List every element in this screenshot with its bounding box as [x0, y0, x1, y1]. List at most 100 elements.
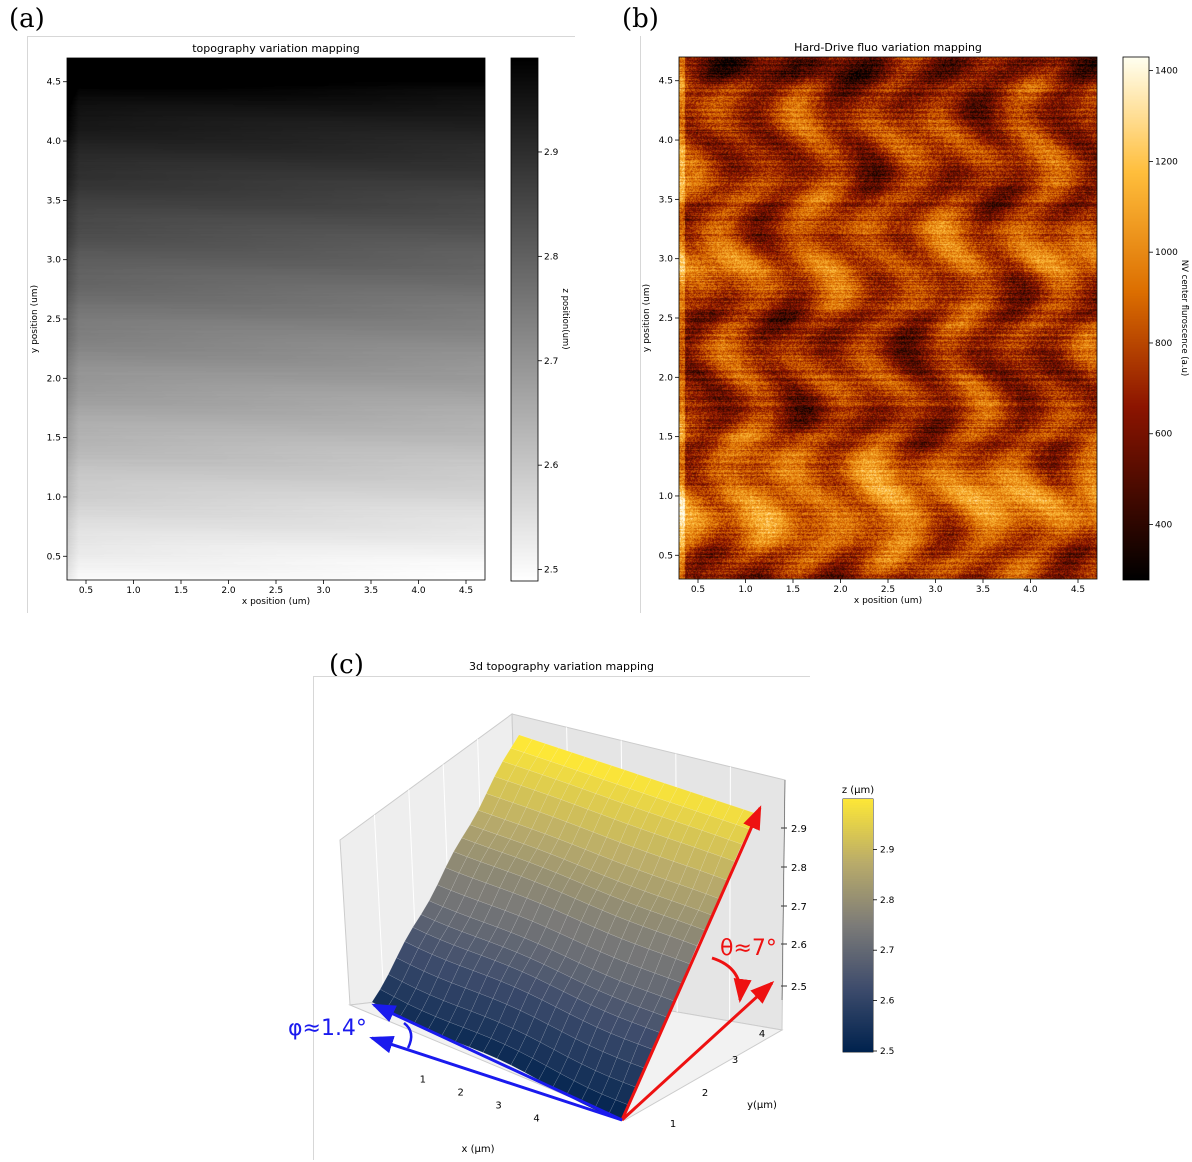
y-tick-label: 3	[732, 1055, 738, 1066]
theta-arrow-base	[620, 980, 775, 1122]
x-tick-label: 2.5	[269, 586, 283, 596]
panel-c-top-line	[313, 676, 810, 677]
panel-label-a: (a)	[9, 4, 45, 34]
y-tick-label: 2.0	[47, 374, 62, 384]
x-tick-label: 1.0	[126, 586, 141, 596]
x-tick-label: 2.0	[833, 585, 848, 595]
colorbar-tick-label: 2.7	[880, 946, 894, 956]
chart-a-title: topography variation mapping	[192, 42, 360, 55]
z-tick-label: 2.7	[791, 902, 807, 913]
chart-a-colorbar	[511, 58, 538, 581]
x-axis-label: x position (um)	[242, 597, 310, 607]
y-tick-label: 1.5	[659, 433, 673, 443]
chart-a-heatmap	[67, 58, 485, 580]
y-tick-label: 4.0	[47, 137, 62, 147]
colorbar-label: z position(um)	[560, 288, 570, 349]
theta-annotation: θ≈7°	[720, 936, 777, 961]
phi-arrow-base	[369, 1035, 623, 1122]
x-tick-label: 1.0	[738, 585, 753, 595]
z-tick-label: 2.5	[791, 982, 807, 993]
y-axis-label: y(μm)	[747, 1100, 777, 1111]
theta-arrow-slope	[620, 805, 762, 1121]
x-tick-label: 4.0	[1023, 585, 1038, 595]
chart-c-colorbar	[843, 799, 873, 1052]
x-axis-label: x (μm)	[461, 1144, 494, 1155]
x-tick-label: 3	[495, 1100, 501, 1111]
panel-b-divider	[640, 36, 641, 613]
x-tick-label: 2	[457, 1088, 463, 1099]
colorbar-tick-label: 2.7	[544, 357, 558, 367]
x-tick-label: 1.5	[786, 585, 800, 595]
z-tick-label: 2.8	[791, 863, 807, 874]
colorbar-label: z (μm)	[842, 785, 874, 796]
chart-b-axes: 0.5 1.0 1.5 2.0 2.5 3.0 3.5 4.0 4.5 0.5 1.0 1.5 2.0 2…	[642, 56, 1189, 606]
panel-label-b: (b)	[622, 4, 659, 34]
y-tick-label: 0.5	[47, 552, 61, 562]
y-tick-label: 4.5	[659, 77, 673, 87]
x-tick-label: 3.5	[364, 586, 378, 596]
chart-a-axes: 0.5 1.0 1.5 2.0 2.5 3.0 3.5 4.0 4.5 0.5 1.0 1.5 2.0 2…	[30, 57, 570, 607]
panel-label-c: (c)	[329, 650, 364, 680]
pane-gridline	[373, 814, 385, 1002]
y-tick-label: 4	[759, 1029, 765, 1040]
chart-b-title: Hard-Drive fluo variation mapping	[794, 41, 982, 54]
x-tick-label: 3.0	[316, 586, 331, 596]
colorbar-label: NV center fluroscence (a.u)	[1179, 260, 1189, 376]
chart-c-title: 3d topography variation mapping	[468, 660, 654, 673]
phi-arrow-surface	[371, 1003, 623, 1122]
colorbar-tick-label: 2.6	[880, 997, 895, 1007]
colorbar-tick-label: 2.6	[544, 461, 559, 471]
x-tick-label: 0.5	[691, 585, 705, 595]
panel-c-divider	[313, 676, 314, 1160]
colorbar-tick-label: 2.8	[880, 896, 895, 906]
x-tick-label: 2.0	[221, 586, 236, 596]
z-tick-label: 2.6	[791, 940, 807, 951]
phi-annotation: φ≈1.4°	[288, 1016, 367, 1041]
y-tick-label: 3.0	[47, 256, 62, 266]
x-tick-label: 3.0	[928, 585, 943, 595]
x-tick-label: 0.5	[79, 586, 93, 596]
y-tick-label: 2.5	[47, 315, 61, 325]
chart-b-heatmap	[679, 57, 1097, 579]
x-tick-label: 1	[420, 1075, 426, 1086]
y-tick-label: 3.5	[47, 196, 61, 206]
phi-angle-arc	[403, 1022, 413, 1049]
colorbar-tick-label: 600	[1155, 430, 1172, 440]
y-axis-label: y position (um)	[30, 285, 40, 353]
colorbar-tick-label: 2.5	[880, 1047, 894, 1057]
y-tick-label: 1.0	[659, 492, 674, 502]
colorbar-tick-label: 2.9	[544, 148, 559, 158]
colorbar-tick-label: 1200	[1155, 157, 1178, 167]
x-axis-label: x position (um)	[854, 596, 922, 606]
colorbar-tick-label: 2.9	[880, 845, 895, 855]
colorbar-tick-label: 2.8	[544, 252, 559, 262]
y-axis-label: y position (um)	[642, 284, 652, 352]
y-tick-label: 3.5	[659, 195, 673, 205]
y-tick-label: 3.0	[659, 255, 674, 265]
x-tick-label: 4.5	[1071, 585, 1085, 595]
z-tick-label: 2.9	[791, 824, 807, 835]
x-tick-label: 2.5	[881, 585, 895, 595]
y-tick-label: 2.5	[659, 314, 673, 324]
x-tick-label: 4	[533, 1113, 539, 1124]
z-axis-line	[781, 779, 786, 1001]
x-tick-label: 3.5	[976, 585, 990, 595]
y-tick-label: 1	[670, 1119, 676, 1130]
x-tick-label: 4.5	[459, 586, 473, 596]
x-tick-label: 4.0	[411, 586, 426, 596]
y-tick-label: 4.5	[47, 78, 61, 88]
panel-a-divider	[27, 36, 28, 613]
y-tick-label: 0.5	[659, 551, 673, 561]
colorbar-tick-label: 1000	[1155, 248, 1178, 258]
y-tick-label: 4.0	[659, 136, 674, 146]
theta-angle-arc	[711, 956, 752, 1003]
colorbar-tick-label: 400	[1155, 521, 1172, 531]
y-tick-label: 2.0	[659, 373, 674, 383]
colorbar-tick-label: 1400	[1155, 67, 1178, 77]
colorbar-tick-label: 2.5	[544, 566, 558, 576]
x-tick-label: 1.5	[174, 586, 188, 596]
colorbar-tick-label: 800	[1155, 339, 1172, 349]
panel-a-top-line	[27, 36, 575, 37]
y-tick-label: 1.0	[47, 493, 62, 503]
